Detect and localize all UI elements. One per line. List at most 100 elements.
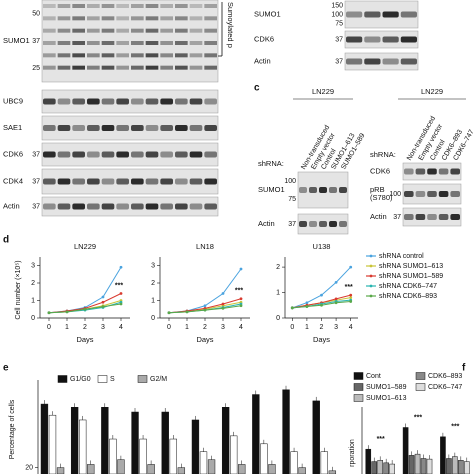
blot-band [101,98,115,105]
bar [109,438,117,474]
blot-band [101,178,115,185]
chart-title: LN229 [74,242,96,251]
blot-band [72,178,85,185]
bar [420,458,427,474]
mw-marker: 100 [331,11,343,18]
data-point [239,267,243,271]
data-point [47,311,51,315]
blot-band [189,98,203,105]
data-point [119,302,123,306]
bar [221,407,230,474]
blot-band [116,28,129,33]
blot-band [204,125,217,131]
bar [87,464,95,474]
legend-label: CDK6–747 [428,384,462,391]
panel-label: d [3,235,9,246]
y-tick-label: 1 [276,289,280,296]
blot-band [101,203,115,210]
blot-band [101,125,115,131]
blot-band [72,151,85,158]
bar [230,435,238,474]
legend-label: shRNA CDK6–893 [379,293,437,300]
significance: *** [345,284,353,291]
y-tick-label: 20 [25,464,33,471]
blot-frame [41,115,219,141]
blot-band [101,41,115,45]
blot-band [131,203,144,210]
data-point [203,304,207,308]
blot-band [329,187,337,193]
y-tick-label: 0 [151,315,155,322]
blot-band [145,16,159,21]
blot-band [175,151,188,158]
blot-band [87,203,100,210]
blot-band [57,203,71,210]
blot-band [400,36,417,43]
bar [268,464,276,474]
blot-band [87,125,100,131]
bar [161,411,169,474]
legend-swatch [369,284,373,288]
blot-band [189,203,203,210]
mw-marker: 37 [32,178,40,185]
x-tick-label: 3 [221,324,225,331]
blot-band [57,178,71,185]
bar [131,411,139,474]
data-point [101,300,105,304]
blot-band [43,65,56,70]
bar [402,427,409,474]
data-point [349,300,353,303]
blot-band [404,168,414,175]
legend-label: SUMO1–613 [366,395,407,402]
legend-label: Cont [366,373,381,380]
bar [389,463,395,474]
row-label: SUMO1 [254,9,281,18]
blot-frame [41,89,219,114]
chart-title: LN18 [196,242,214,251]
blot-band [72,125,85,131]
blot-band [43,178,56,185]
bar [426,458,433,474]
blot-band [43,151,56,158]
x-axis-label: Days [313,335,330,344]
row-label: Actin [254,56,271,65]
y-tick-label: 3 [151,262,155,269]
legend-swatch [137,375,148,383]
bar [371,461,378,474]
bar [117,459,125,474]
blot-band [87,178,100,185]
blot-band [204,4,217,8]
blot-band [57,28,71,33]
blot-band [319,221,327,227]
significance: *** [451,424,459,431]
row-label: Actin [3,201,20,210]
significance: *** [115,282,123,289]
blot-band [131,65,144,70]
x-tick-label: 2 [83,324,87,331]
data-point [334,280,338,284]
blot-band [72,41,85,45]
blot-band [427,168,437,175]
bar [408,455,415,474]
blot-band [43,4,56,8]
blot-band [364,36,381,43]
bar [56,467,65,474]
bar [199,451,208,474]
legend-swatch [415,372,426,380]
mw-marker: 37 [335,58,343,65]
blot-band [319,187,327,193]
row-label: CDK6 [254,34,274,43]
blot-frame [344,52,419,71]
y-tick-label: 2 [151,280,155,287]
blot-band [160,53,173,58]
blot-band [87,16,100,21]
x-tick-label: 4 [119,324,123,331]
blot-band [101,28,115,33]
blot-band [204,41,217,45]
blot-band [450,214,460,220]
blot-band [309,187,317,193]
bar [40,403,49,474]
x-tick-label: 1 [65,324,69,331]
significance: *** [414,414,422,421]
data-point [334,301,338,305]
